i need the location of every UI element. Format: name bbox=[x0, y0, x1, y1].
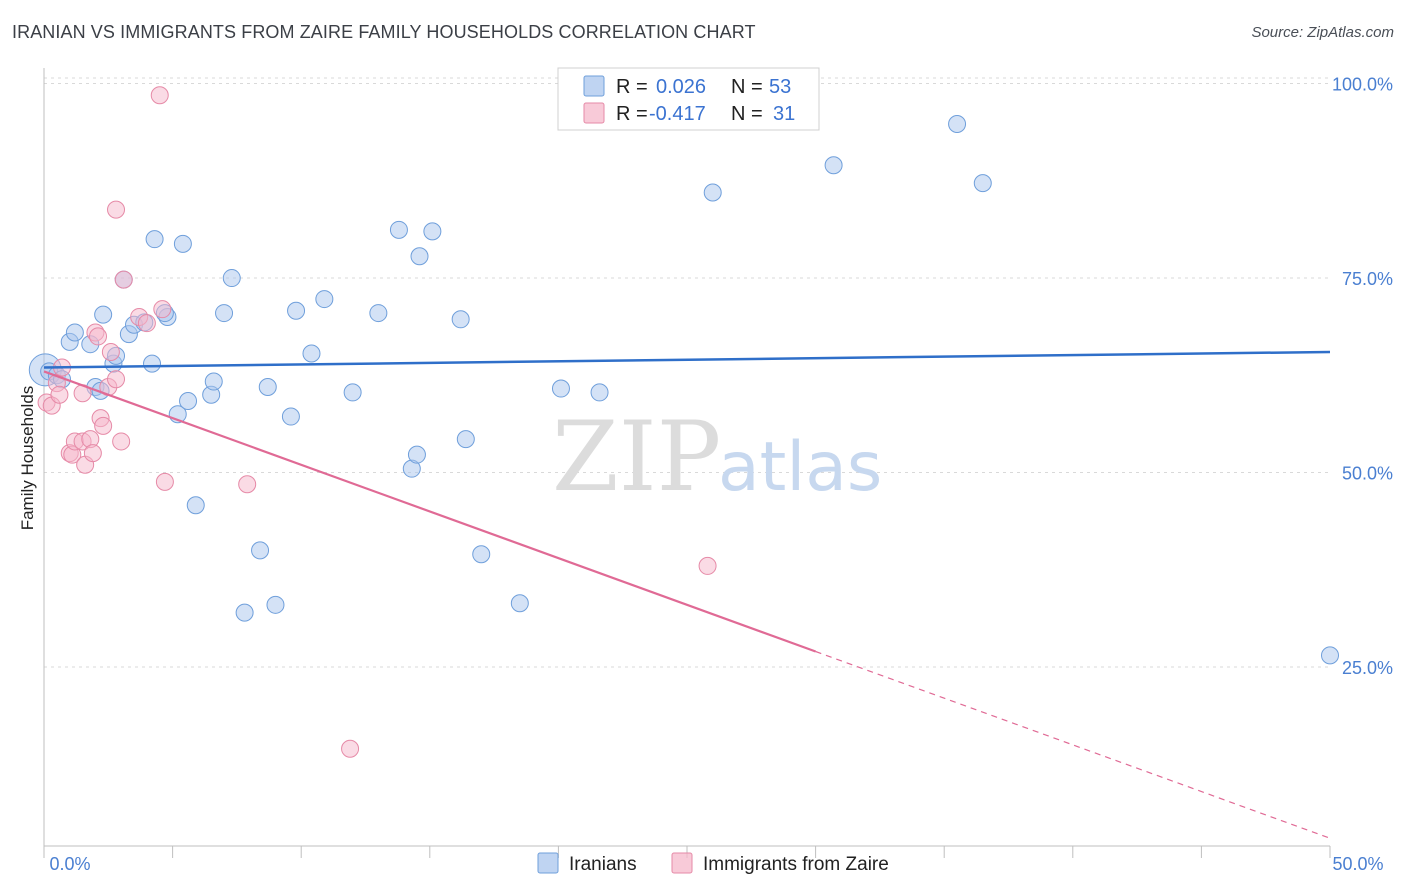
point-iranians-43 bbox=[456, 430, 475, 449]
point-zaire-30 bbox=[698, 556, 717, 575]
point-iranians-33 bbox=[302, 344, 321, 363]
point-iranians-8 bbox=[94, 305, 113, 324]
chart-source: Source: ZipAtlas.com bbox=[1251, 24, 1394, 41]
legend-r-value-zaire: -0.417 bbox=[649, 103, 706, 125]
point-zaire-14 bbox=[89, 327, 108, 346]
point-iranians-39 bbox=[407, 445, 426, 464]
point-iranians-45 bbox=[510, 594, 529, 613]
point-iranians-31 bbox=[281, 407, 300, 426]
point-iranians-24 bbox=[204, 372, 223, 391]
point-iranians-16 bbox=[145, 230, 164, 249]
legend-swatch-zaire bbox=[583, 102, 605, 124]
y-tick-label-50: 50.0% bbox=[1342, 464, 1393, 484]
series-legend-swatch-zaire[interactable] bbox=[671, 852, 693, 874]
point-zaire-29 bbox=[341, 739, 360, 758]
point-iranians-37 bbox=[389, 220, 408, 239]
point-iranians-15 bbox=[143, 354, 162, 373]
trend-layer bbox=[43, 350, 1331, 839]
watermark: ZIP atlas bbox=[552, 401, 882, 513]
point-iranians-52 bbox=[1321, 646, 1339, 665]
point-iranians-46 bbox=[551, 379, 570, 398]
point-zaire-26 bbox=[153, 300, 172, 319]
point-iranians-29 bbox=[258, 377, 277, 396]
watermark-zip: ZIP bbox=[552, 401, 721, 513]
legend-n-value-iranians: 53 bbox=[769, 76, 791, 98]
y-tick-label-75: 75.0% bbox=[1342, 269, 1393, 289]
legend-r-label-zaire: R = bbox=[616, 103, 648, 125]
point-zaire-27 bbox=[155, 472, 174, 491]
x-tick-label-min: 0.0% bbox=[49, 854, 90, 874]
point-iranians-35 bbox=[343, 383, 362, 402]
point-iranians-42 bbox=[451, 310, 470, 329]
chart-title: IRANIAN VS IMMIGRANTS FROM ZAIRE FAMILY … bbox=[12, 22, 756, 42]
grid-layer: 25.0% 50.0% 75.0% 100.0% bbox=[44, 75, 1393, 678]
point-zaire-25 bbox=[150, 86, 169, 105]
point-iranians-49 bbox=[824, 156, 843, 175]
stats-legend: R = 0.026 N = 53 R = -0.417 N = 31 bbox=[557, 67, 820, 131]
point-iranians-34 bbox=[315, 290, 334, 309]
point-zaire-21 bbox=[112, 432, 131, 451]
point-iranians-44 bbox=[472, 545, 491, 564]
watermark-atlas: atlas bbox=[718, 428, 882, 507]
series-legend-label-zaire[interactable]: Immigrants from Zaire bbox=[703, 854, 889, 875]
point-iranians-20 bbox=[173, 234, 192, 253]
y-axis-label: Family Households bbox=[18, 386, 37, 531]
legend-n-value-zaire: 31 bbox=[773, 103, 795, 125]
trend-line-zaire bbox=[43, 370, 816, 653]
point-iranians-4 bbox=[65, 323, 84, 342]
point-iranians-22 bbox=[186, 496, 205, 515]
series-legend-label-iranians[interactable]: Iranians bbox=[569, 854, 637, 875]
point-iranians-50 bbox=[948, 115, 967, 134]
trend-line-zaire-extrapolated bbox=[815, 650, 1331, 839]
point-iranians-26 bbox=[222, 269, 241, 288]
series-legend: Iranians Immigrants from Zaire bbox=[537, 852, 889, 875]
point-zaire-16 bbox=[94, 416, 113, 435]
point-iranians-30 bbox=[266, 595, 285, 614]
legend-n-label-zaire: N = bbox=[731, 103, 763, 125]
point-zaire-20 bbox=[107, 200, 126, 219]
point-zaire-18 bbox=[101, 342, 120, 361]
series-legend-swatch-iranians[interactable] bbox=[537, 852, 559, 874]
point-iranians-48 bbox=[703, 183, 722, 202]
point-iranians-32 bbox=[287, 301, 306, 320]
trend-line-iranians bbox=[43, 350, 1331, 369]
point-iranians-40 bbox=[410, 247, 429, 266]
legend-r-label-iranians: R = bbox=[616, 76, 648, 98]
point-iranians-27 bbox=[235, 603, 254, 622]
legend-n-label-iranians: N = bbox=[731, 76, 763, 98]
point-iranians-47 bbox=[590, 383, 609, 402]
y-tick-label-100: 100.0% bbox=[1332, 75, 1393, 95]
y-tick-label-25: 25.0% bbox=[1342, 658, 1393, 678]
x-tick-label-max: 50.0% bbox=[1332, 854, 1383, 874]
point-zaire-24 bbox=[137, 314, 156, 333]
point-iranians-41 bbox=[423, 222, 442, 241]
point-zaire-19 bbox=[107, 370, 126, 389]
point-iranians-28 bbox=[251, 541, 270, 560]
point-zaire-28 bbox=[238, 475, 257, 494]
point-zaire-22 bbox=[114, 270, 133, 289]
axis-layer bbox=[43, 68, 1331, 858]
point-zaire-3 bbox=[50, 385, 69, 404]
point-zaire-12 bbox=[83, 444, 102, 463]
legend-swatch-iranians bbox=[583, 75, 605, 97]
points-layer bbox=[28, 86, 1339, 758]
point-iranians-25 bbox=[215, 304, 234, 323]
point-iranians-51 bbox=[973, 174, 992, 193]
point-iranians-21 bbox=[179, 391, 198, 410]
point-iranians-36 bbox=[369, 304, 388, 323]
legend-r-value-iranians: 0.026 bbox=[656, 76, 706, 98]
